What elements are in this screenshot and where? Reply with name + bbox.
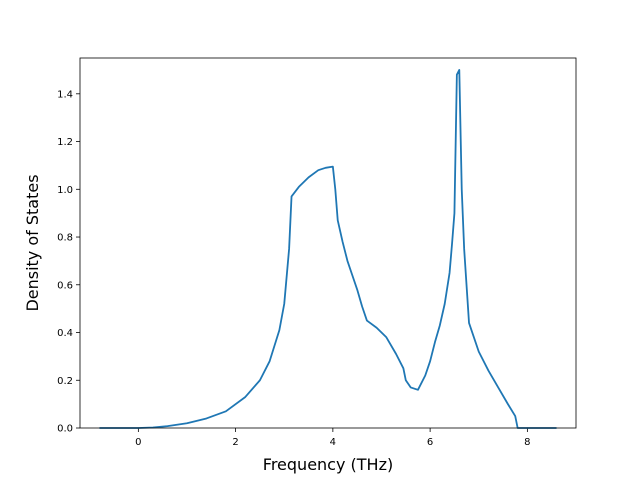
x-tick-label: 4 [330,437,336,448]
plot-area [80,58,576,428]
y-tick-label: 0.4 [57,328,73,339]
x-axis: 0 2 4 6 8 [135,428,531,448]
y-tick-label: 1.4 [57,89,73,100]
y-tick-label: 0.2 [57,376,73,387]
y-tick-label: 1.2 [57,137,73,148]
y-tick-label: 1.0 [57,185,73,196]
x-tick-label: 8 [524,437,530,448]
plot-frame [79,57,577,429]
y-axis: 0.0 0.2 0.4 0.6 0.8 1.0 1.2 1.4 [57,89,80,435]
x-axis-label: Frequency (THz) [263,455,393,474]
x-tick-label: 0 [135,437,141,448]
y-tick-label: 0.6 [57,280,73,291]
y-tick-label: 0.0 [57,424,73,435]
y-tick-label: 0.8 [57,233,73,244]
dos-curve-line [99,69,557,429]
y-axis-label: Density of States [23,174,42,311]
x-tick-label: 2 [232,437,238,448]
x-tick-label: 6 [427,437,433,448]
